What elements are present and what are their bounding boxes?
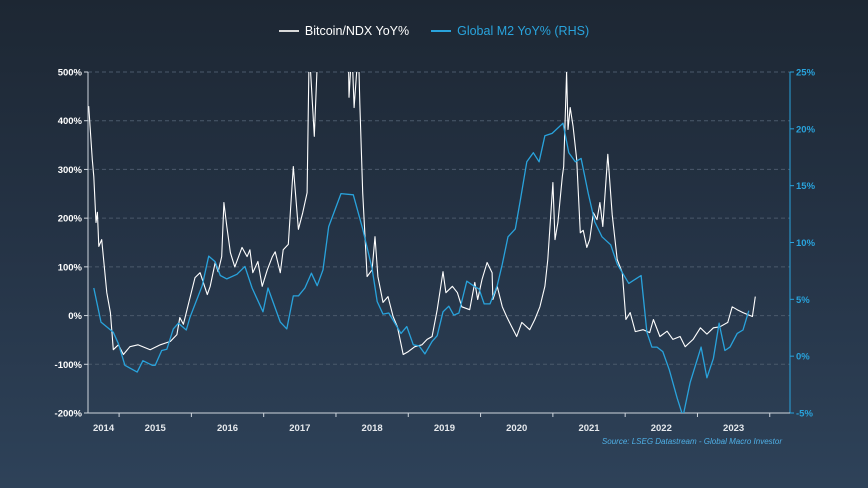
y-right-tick-label: 25% (796, 68, 816, 79)
y-left-tick-label: -200% (55, 409, 83, 420)
y-right-tick-label: 20% (796, 124, 816, 135)
y-left-tick-label: 0% (68, 311, 82, 322)
legend-item-global-m2[interactable]: Global M2 YoY% (RHS) (431, 24, 589, 38)
legend-label: Bitcoin/NDX YoY% (304, 24, 410, 38)
y-right-tick-label: 10% (796, 238, 816, 249)
y-right-tick-label: 15% (796, 181, 816, 192)
y-right-tick-label: 5% (796, 295, 810, 306)
x-tick-label: 2019 (434, 423, 455, 434)
y-left-tick-label: 100% (58, 262, 83, 273)
y-left-tick-label: 500% (58, 68, 83, 79)
x-tick-label: 2023 (723, 423, 744, 434)
legend-swatch-blue (431, 30, 452, 32)
y-right-tick-label: -5% (796, 409, 813, 420)
y-right-tick-label: 0% (796, 352, 810, 363)
x-tick-label: 2014 (93, 423, 115, 434)
y-left-tick-label: -100% (55, 360, 83, 371)
legend-item-bitcoin-ndx[interactable]: Bitcoin/NDX YoY% (278, 24, 410, 38)
y-left-tick-label: 300% (58, 165, 83, 176)
series-line-global-m2 (93, 122, 750, 413)
x-tick-label: 2016 (217, 423, 238, 434)
source-note: Source: LSEG Datastream - Global Macro I… (601, 437, 782, 446)
x-tick-label: 2020 (506, 423, 527, 434)
x-tick-label: 2018 (362, 423, 383, 434)
x-tick-label: 2022 (651, 423, 672, 434)
x-tick-label: 2017 (289, 423, 310, 434)
legend: Bitcoin/NDX YoY% Global M2 YoY% (RHS) (0, 24, 868, 38)
x-tick-label: 2021 (578, 423, 600, 434)
y-left-tick-label: 400% (58, 116, 83, 127)
y-left-tick-label: 200% (58, 214, 83, 225)
series-line-bitcoin-ndx (88, 72, 756, 356)
legend-swatch-white (278, 30, 299, 32)
x-tick-label: 2015 (145, 423, 167, 434)
legend-label: Global M2 YoY% (RHS) (457, 24, 590, 38)
